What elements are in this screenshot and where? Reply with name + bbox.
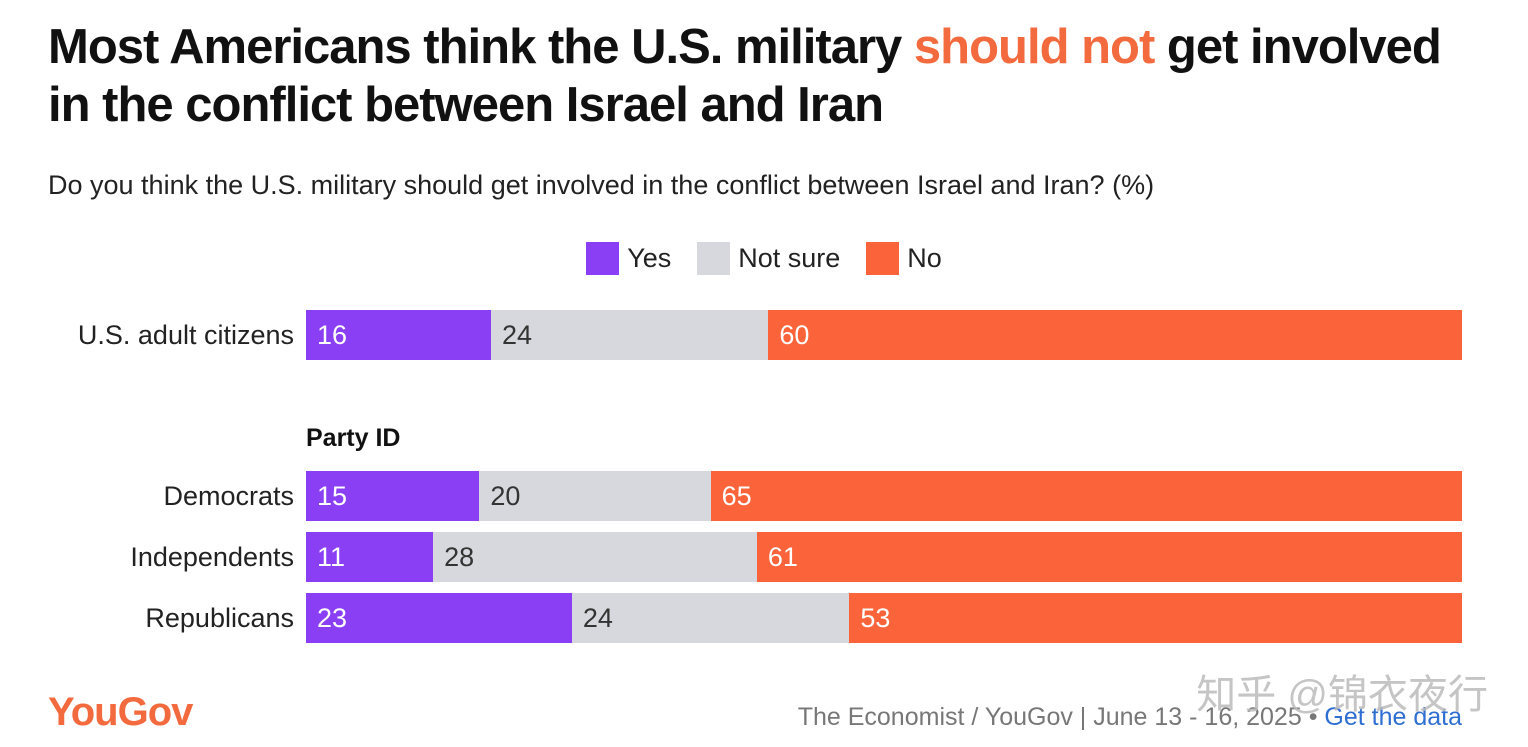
bar-row-democrats: 15 20 65 [306,471,1462,521]
bar-segment-no: 61 [756,532,1462,582]
legend-swatch-not-sure [697,241,731,275]
data-label-no: 65 [721,481,752,511]
legend-item-not-sure: Not sure [697,241,841,275]
bar-segment-not-sure: 28 [433,532,757,582]
category-label-u-s-adult-citizens: U.S. adult citizens [77,320,294,350]
category-label-independents: Independents [130,542,294,572]
bar-segment-yes: 15 [306,471,480,521]
yougov-logo: YouGov [48,690,193,734]
bar-segment-yes: 11 [306,532,434,582]
data-label-not-sure: 24 [501,320,532,350]
bar-segment-yes: 16 [306,310,491,360]
bar-row-u-s-adult-citizens: 16 24 60 [306,310,1462,360]
title-part-2: get involved in the conflict between Isr… [48,20,1442,132]
data-label-not-sure: 24 [582,603,613,633]
bar-segment-no: 60 [768,310,1462,360]
get-the-data-link[interactable]: Get the data [1324,703,1462,731]
source-line: The Economist / YouGov | June 13 - 16, 2… [798,703,1462,732]
bar-segment-not-sure: 24 [490,310,769,360]
legend-swatch-no [866,241,900,275]
bar-segment-no: 65 [710,471,1462,521]
category-label-democrats: Democrats [163,481,294,511]
legend-item-no: No [866,241,942,275]
bar-segment-not-sure: 24 [571,593,850,643]
data-label-yes: 11 [317,542,346,572]
legend-item-yes: Yes [586,241,672,275]
source-text: The Economist / YouGov | June 13 - 16, 2… [797,703,1325,731]
bar-row-independents: 11 28 61 [306,532,1462,582]
legend-label-yes: Yes [627,242,672,273]
title-highlight: should not [913,20,1155,74]
data-label-not-sure: 28 [444,542,475,572]
data-label-no: 53 [860,603,891,633]
watermark: 知乎 @锦衣夜行 [1196,673,1488,717]
bar-segment-not-sure: 20 [479,471,711,521]
legend-swatch-yes [586,241,620,275]
legend-label-no: No [907,242,942,273]
legend: Yes Not sure No [0,240,1528,276]
data-label-not-sure: 20 [490,481,521,511]
category-label-republicans: Republicans [145,603,294,633]
data-label-yes: 23 [317,603,348,633]
chart-title: Most Americans think the U.S. military s… [48,18,1488,134]
title-part-1: Most Americans think the U.S. military [48,20,914,74]
bar-row-republicans: 23 24 53 [306,593,1462,643]
data-label-no: 61 [767,542,798,572]
legend-label-not-sure: Not sure [738,242,841,273]
bar-segment-yes: 23 [306,593,572,643]
chart-subtitle: Do you think the U.S. military should ge… [48,170,1155,200]
data-label-yes: 15 [317,481,348,511]
data-label-no: 60 [779,320,810,350]
data-label-yes: 16 [317,320,348,350]
group-label-party-id: Party ID [306,424,401,452]
bar-segment-no: 53 [849,593,1462,643]
